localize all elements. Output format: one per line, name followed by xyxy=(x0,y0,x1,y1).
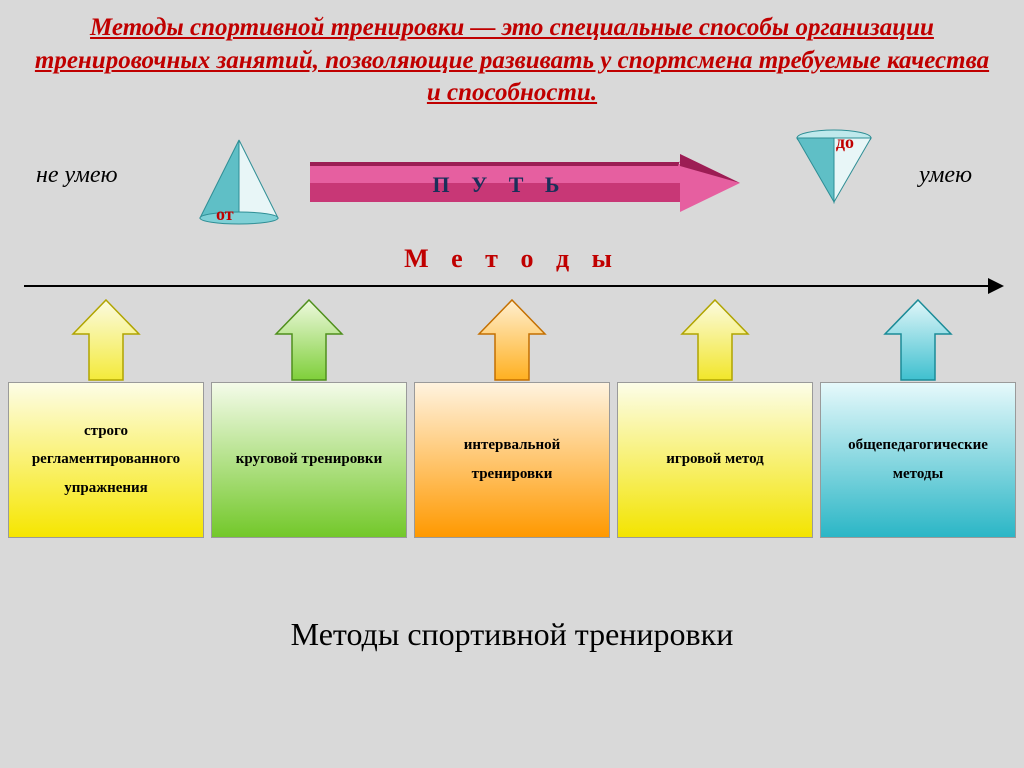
method-up-arrow-icon xyxy=(475,298,549,382)
method-card-box: круговой тренировки xyxy=(211,382,407,538)
cone-to-label: до xyxy=(836,132,854,153)
label-not-able: не умею xyxy=(36,162,118,189)
method-up-arrow-icon xyxy=(881,298,955,382)
method-card-2: интервальной тренировки xyxy=(414,298,610,538)
method-up-arrow-icon xyxy=(678,298,752,382)
axis-line xyxy=(24,285,990,287)
methods-heading: М е т о д ы xyxy=(0,244,1024,274)
path-arrow-label: П У Т Ь xyxy=(310,172,690,198)
method-up-arrow-icon xyxy=(69,298,143,382)
methods-cards-row: строго регламентированного упражнениякру… xyxy=(0,298,1024,538)
path-section: не умею умею от П У Т Ь до xyxy=(0,122,1024,242)
label-able: умею xyxy=(919,162,972,189)
method-card-0: строго регламентированного упражнения xyxy=(8,298,204,538)
method-card-box: общепедагогические методы xyxy=(820,382,1016,538)
methods-axis xyxy=(24,276,1004,296)
method-up-arrow-icon xyxy=(272,298,346,382)
definition-title: Методы спортивной тренировки — это специ… xyxy=(0,0,1024,116)
method-card-4: общепедагогические методы xyxy=(820,298,1016,538)
cone-from-label: от xyxy=(216,204,234,225)
method-card-3: игровой метод xyxy=(617,298,813,538)
method-card-box: строго регламентированного упражнения xyxy=(8,382,204,538)
method-card-box: игровой метод xyxy=(617,382,813,538)
slide-title: Методы спортивной тренировки xyxy=(0,616,1024,653)
path-arrow-icon: П У Т Ь xyxy=(310,154,740,212)
axis-arrowhead-icon xyxy=(988,278,1004,294)
method-card-box: интервальной тренировки xyxy=(414,382,610,538)
cone-to-icon xyxy=(794,128,874,206)
cone-from-icon xyxy=(196,136,282,226)
method-card-1: круговой тренировки xyxy=(211,298,407,538)
